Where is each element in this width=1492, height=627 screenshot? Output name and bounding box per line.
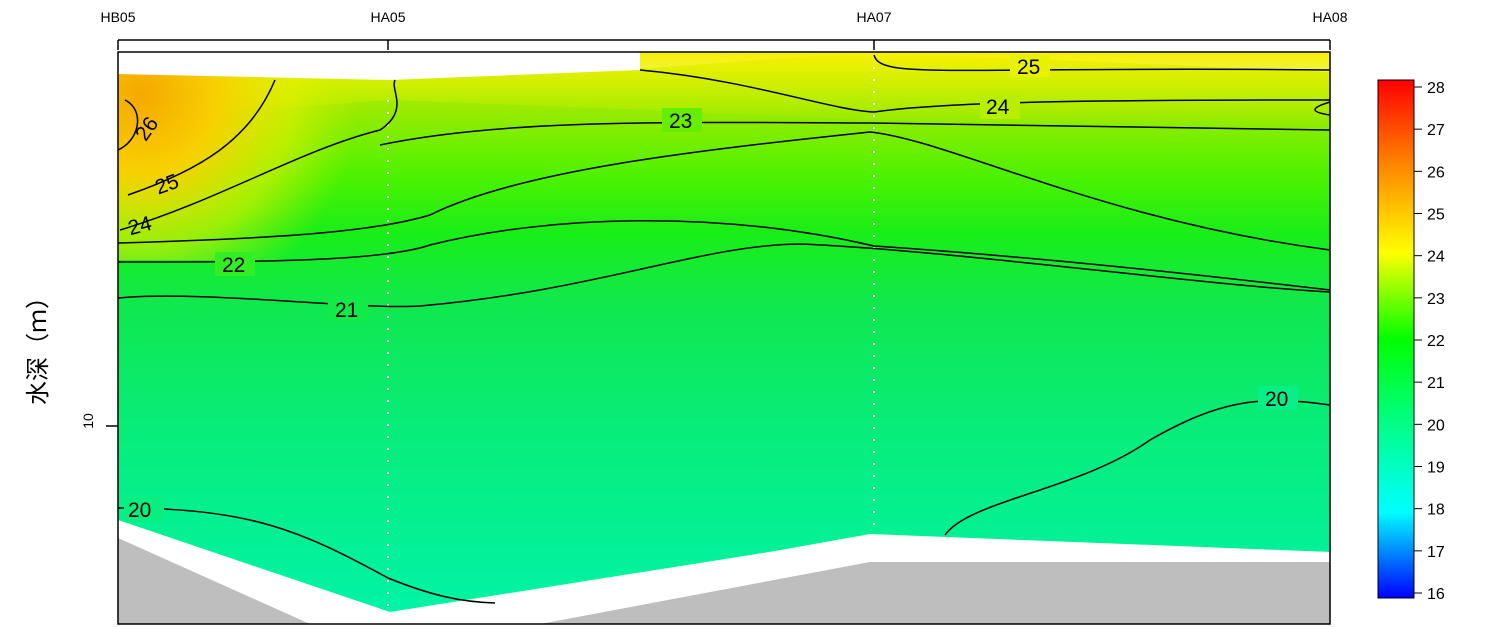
colorbar-tick-label: 23 [1427,291,1445,308]
contour-label-23: 23 [669,110,692,133]
colorbar-tick-label: 20 [1427,417,1445,434]
heat-field [118,52,1330,624]
colorbar-tick-label: 17 [1427,544,1445,561]
station-lines [387,55,875,615]
ytick-label-10: 10 [80,413,96,429]
colorbar-tick-label: 22 [1427,333,1445,350]
station-label-ha05: HA05 [370,9,405,25]
contour-label-24b: 24 [986,96,1010,119]
station-label-hb05: HB05 [100,9,135,25]
contour-label-group: 26 25 24 22 21 23 25 24 20 20 [124,55,1298,522]
colorbar-tick-label: 27 [1427,122,1445,139]
colorbar-tick-label: 25 [1427,207,1445,224]
station-label-ha08: HA08 [1312,9,1347,25]
colorbar-tick-label: 24 [1427,249,1445,266]
contour-lines [117,54,1331,604]
top-axis: HB05 HA05 HA07 HA08 [100,9,1348,50]
y-axis-label: 水深（ｍ） [25,285,52,405]
colorbar-tick-label: 21 [1427,375,1445,392]
contour-label-20a: 20 [1265,388,1288,411]
left-axis: 10 水深（ｍ） [25,285,118,429]
contour-label-25b: 25 [1017,56,1040,79]
contour-label-22: 22 [222,254,245,277]
colorbar-tick-label: 19 [1427,460,1445,477]
colorbar: 16 17 18 19 20 21 22 23 24 25 26 27 28 [1377,79,1445,603]
plot-frame [117,51,1331,625]
station-label-ha07: HA07 [856,9,891,25]
contour-label-21: 21 [335,299,358,322]
contour-label-20b: 20 [128,499,151,522]
colorbar-tick-label: 16 [1427,586,1445,603]
colorbar-tick-label: 28 [1427,80,1445,97]
colorbar-tick-label: 18 [1427,502,1445,519]
colorbar-tick-label: 26 [1427,164,1445,181]
